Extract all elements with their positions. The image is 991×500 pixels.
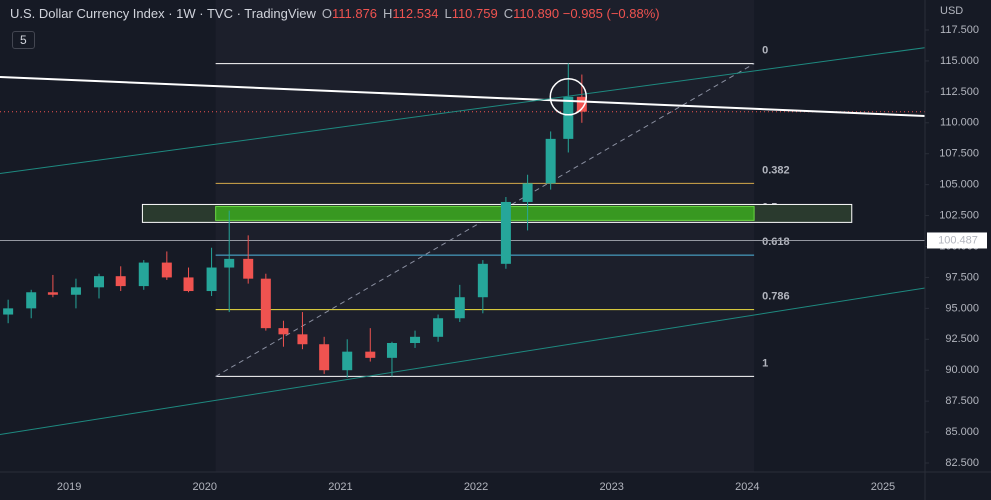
y-tick-label: 105.000 [939, 179, 979, 191]
x-tick-label: 2019 [57, 481, 81, 493]
quote-value: 110.759 [451, 6, 498, 21]
fib-diagonal [215, 63, 755, 377]
price-tag [927, 232, 987, 249]
fib-label: 0.382 [762, 164, 790, 176]
y-tick-label: 87.500 [945, 395, 979, 407]
quote-value: 110.890 [513, 6, 560, 21]
fib-area [215, 0, 755, 472]
candle-body [500, 201, 511, 264]
y-tick-label: 107.500 [939, 148, 979, 160]
candle-body [161, 262, 172, 278]
candle-body [138, 262, 149, 287]
quote-key: O [321, 6, 332, 21]
quote-key: H [383, 6, 393, 21]
candle-body [94, 276, 105, 288]
candle-body [386, 342, 397, 358]
candle-body [433, 318, 444, 337]
quote-key: L [444, 6, 452, 21]
x-tick-label: 2021 [328, 481, 352, 493]
candle-body [319, 344, 330, 371]
fib-label: 0.786 [762, 291, 790, 303]
candle-body [183, 277, 194, 292]
y-tick-label: 85.000 [945, 426, 979, 438]
candle-body [576, 96, 587, 112]
candle-body [278, 328, 289, 335]
title: U.S. Dollar Currency Index · 1W · TVC · … [10, 6, 316, 21]
chip-text: 5 [20, 33, 27, 47]
header: U.S. Dollar Currency Index · 1W · TVC · … [10, 6, 660, 21]
currency-label: USD [940, 5, 963, 17]
candle-body [26, 292, 37, 309]
trendline [0, 286, 930, 436]
fib-label: 0.618 [762, 236, 790, 248]
candle-body [365, 351, 376, 358]
candle-body [477, 263, 488, 298]
candle-body [47, 292, 58, 295]
quote-key: C [503, 6, 514, 21]
candle-body [243, 258, 254, 279]
y-tick-label: 112.500 [940, 86, 979, 98]
trendline [0, 76, 926, 117]
candle-body [454, 297, 465, 319]
candle-body [115, 276, 126, 287]
y-tick-label: 117.500 [940, 24, 979, 36]
indicator-chip[interactable]: 5 [12, 31, 35, 49]
y-tick-label: 102.500 [939, 209, 979, 221]
candle-body [260, 278, 271, 329]
x-tick-label: 2023 [599, 481, 623, 493]
fib-label: 1 [762, 357, 768, 369]
highlight-circle [549, 78, 588, 116]
zone-fill [215, 205, 755, 221]
candle-body [563, 96, 574, 139]
price-tag-label: 100.487 [938, 234, 978, 246]
quote-value: 112.534 [392, 6, 439, 21]
quote-value: 111.876 [331, 6, 378, 21]
candle-body [410, 336, 421, 343]
x-tick-label: 2024 [735, 481, 759, 493]
y-tick-label: 82.500 [945, 457, 979, 469]
candle-body [70, 287, 81, 295]
y-tick-label: 90.000 [945, 364, 979, 376]
candle-body [297, 334, 308, 345]
x-tick-label: 2025 [871, 481, 895, 493]
change: −0.985 (−0.88%) [562, 6, 660, 21]
trendline [0, 43, 955, 175]
candle-body [545, 138, 556, 184]
fib-label: 0 [762, 45, 768, 57]
quote: O111.876 H112.534 L110.759 C110.890 [316, 6, 559, 21]
y-tick-label: 95.000 [945, 302, 979, 314]
candle-body [342, 351, 353, 371]
candle-body [522, 183, 533, 202]
candle-body [206, 267, 217, 292]
price-axis [925, 0, 991, 500]
x-tick-label: 2022 [464, 481, 488, 493]
candle-body [3, 308, 14, 315]
y-tick-label: 110.000 [940, 117, 979, 129]
y-tick-label: 92.500 [945, 333, 979, 345]
x-tick-label: 2020 [193, 481, 217, 493]
candle-body [224, 258, 235, 268]
y-tick-label: 115.000 [940, 55, 979, 67]
y-tick-label: 97.500 [945, 271, 979, 283]
